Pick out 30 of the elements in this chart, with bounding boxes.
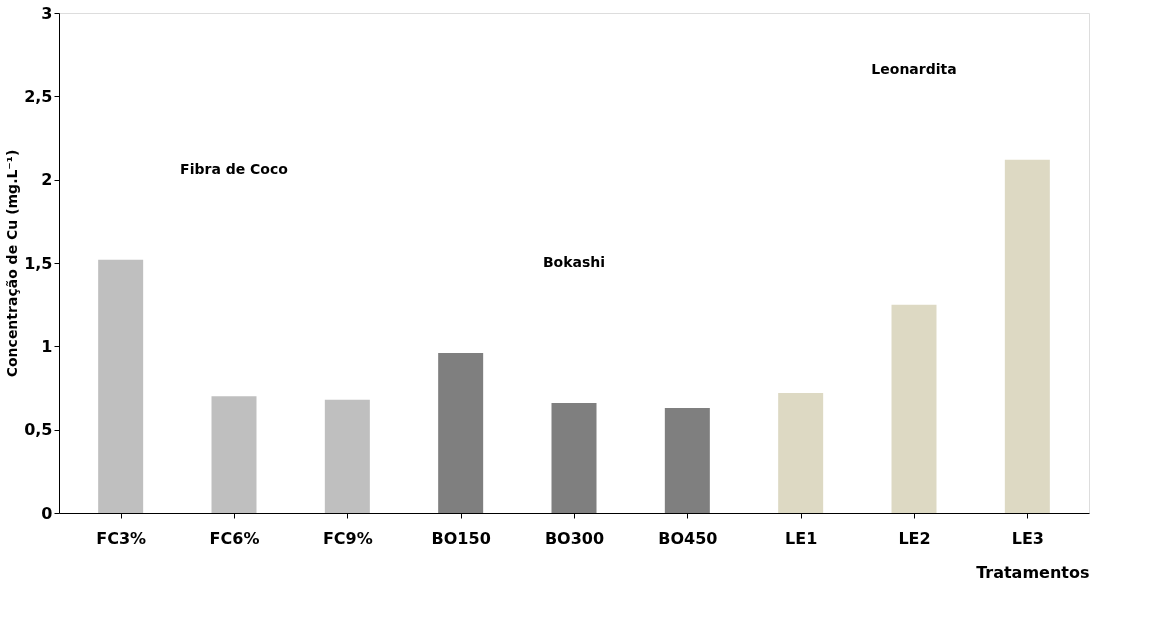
- bar: [664, 408, 710, 513]
- y-axis-title: Concentração de Cu (mg.L⁻¹): [4, 149, 21, 378]
- x-axis-title: Tratamentos: [976, 562, 1090, 582]
- x-tick-label: LE3: [1011, 528, 1044, 548]
- x-tick-label: LE2: [898, 528, 931, 548]
- bar: [891, 304, 937, 513]
- y-tick-label: 2: [41, 170, 53, 190]
- bar: [1004, 159, 1050, 513]
- y-tick-label: 3: [41, 3, 53, 23]
- x-tick-label: LE1: [785, 528, 818, 548]
- annotation: Fibra de Coco: [180, 160, 289, 177]
- x-tick-label: BO450: [658, 528, 718, 548]
- x-tick-label: BO150: [431, 528, 491, 548]
- bar: [551, 403, 597, 513]
- y-tick-label: 1,5: [24, 253, 53, 273]
- y-tick-label: 2,5: [24, 86, 53, 106]
- x-tick-label: BO300: [544, 528, 605, 548]
- y-tick-label: 1: [41, 336, 53, 356]
- annotation: Bokashi: [542, 254, 606, 270]
- bar: [98, 259, 144, 513]
- x-tick-label: FC9%: [322, 528, 373, 548]
- y-tick-label: 0: [41, 503, 53, 523]
- annotation: Leonardita: [871, 60, 957, 77]
- bar: [778, 393, 824, 513]
- bar: [324, 399, 370, 513]
- bar: [438, 353, 484, 513]
- x-tick-label: FC6%: [209, 528, 260, 548]
- x-tick-label: FC3%: [96, 528, 147, 548]
- y-tick-label: 0,5: [24, 420, 53, 440]
- bar: [211, 396, 257, 513]
